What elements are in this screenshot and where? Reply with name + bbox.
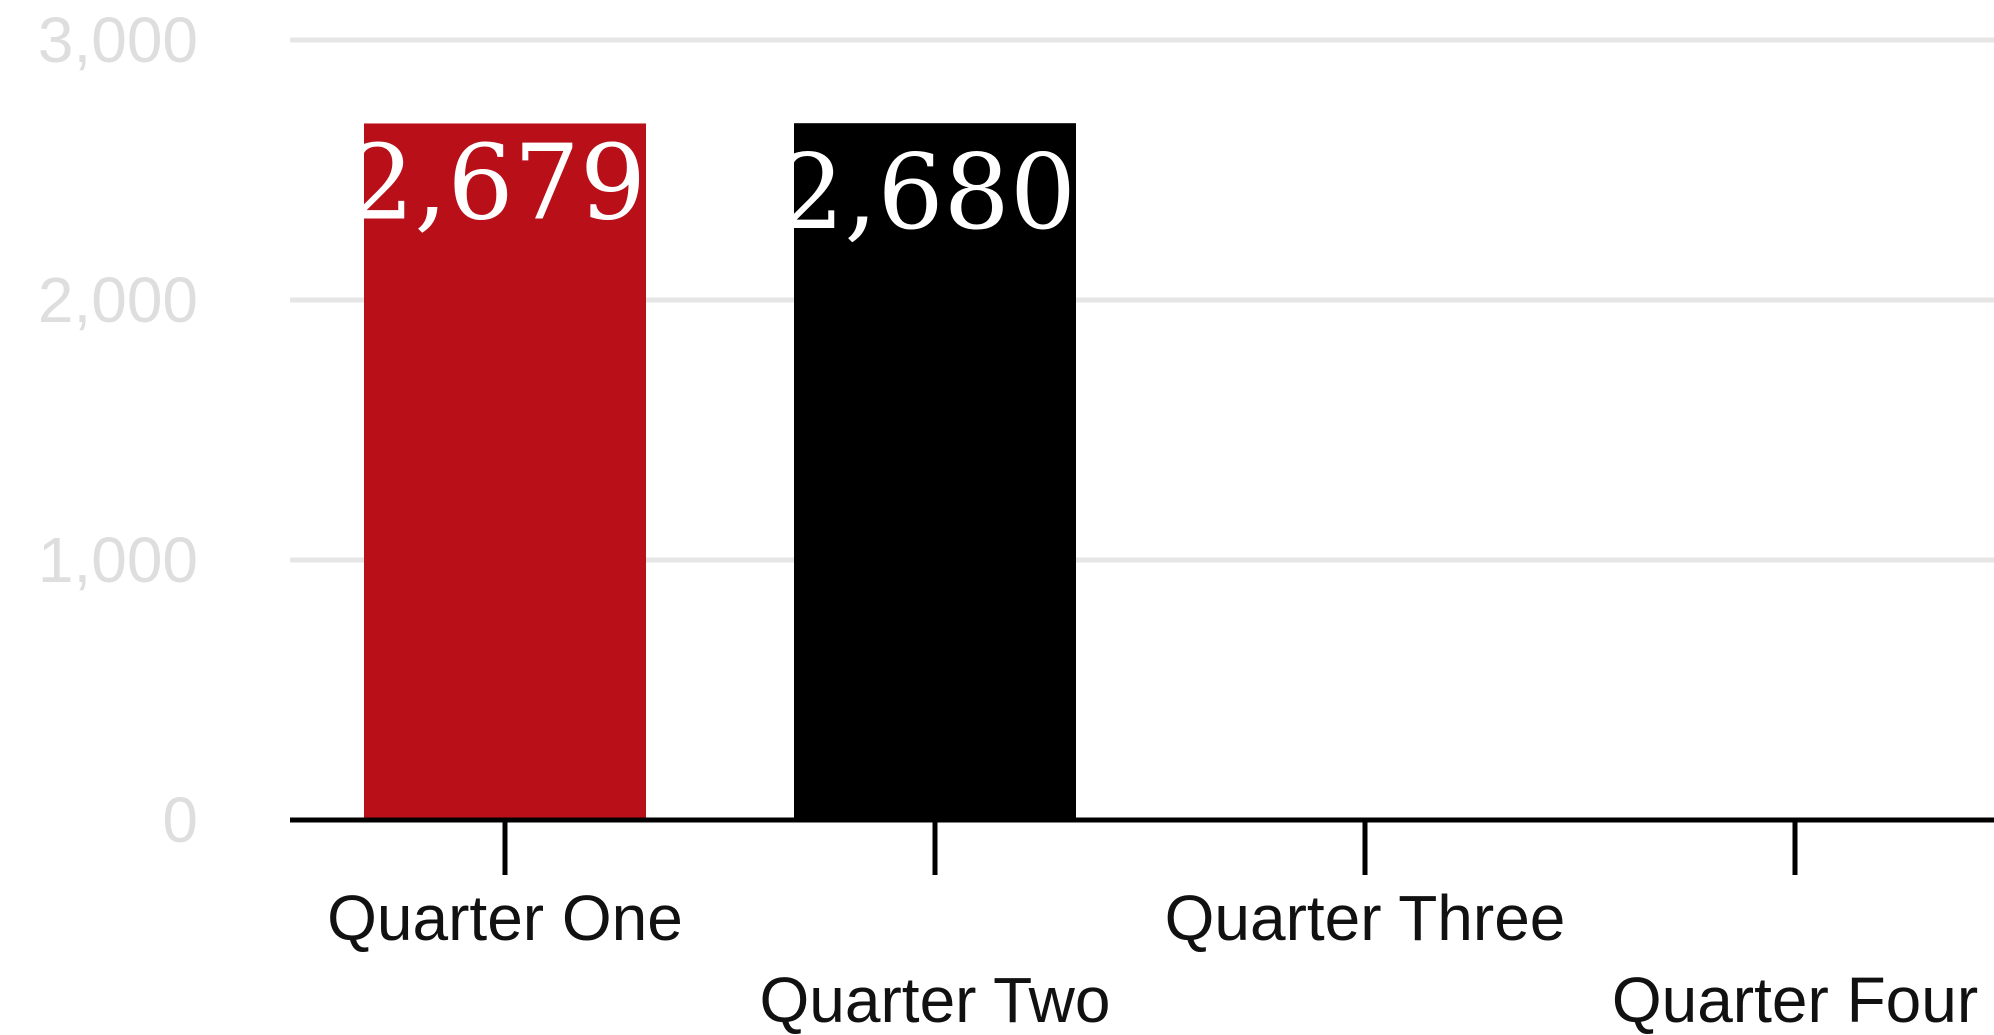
y-tick-label: 0 <box>162 784 198 856</box>
bars <box>364 123 1076 820</box>
category-label: Quarter Three <box>1165 882 1566 954</box>
category-label: Quarter One <box>327 882 683 954</box>
bar-value-label: 2,679 <box>348 121 646 243</box>
category-label: Quarter Two <box>760 964 1111 1035</box>
x-axis-ticks <box>502 820 1798 875</box>
category-label: Quarter Four <box>1612 964 1978 1035</box>
y-tick-label: 3,000 <box>38 4 198 76</box>
bar-value-label: 2,680 <box>778 131 1076 253</box>
bar-value-labels: 2,679 2,680 <box>348 121 1076 253</box>
y-tick-label: 2,000 <box>38 264 198 336</box>
x-axis-tick-labels: Quarter One Quarter Two Quarter Three Quart… <box>327 882 1978 1035</box>
y-axis-tick-labels: 0 1,000 2,000 3,000 <box>38 4 198 856</box>
bar <box>794 123 1076 820</box>
y-tick-label: 1,000 <box>38 524 198 596</box>
bar <box>364 123 646 820</box>
